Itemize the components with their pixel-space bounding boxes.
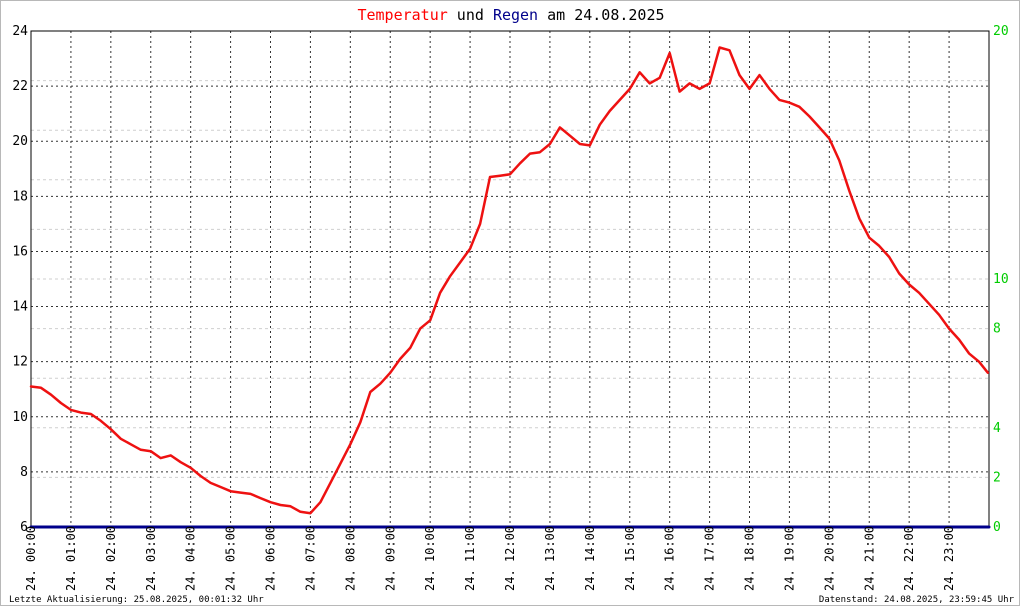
y-right-tick-label: 10: [993, 272, 1009, 287]
title-regen: Regen: [493, 6, 538, 24]
y-left-tick-label: 18: [12, 189, 28, 204]
title-date: am 24.08.2025: [538, 6, 664, 24]
y-left-tick-label: 24: [12, 24, 28, 39]
y-left-tick-label: 6: [20, 520, 28, 535]
x-tick-label: 24. 21:00: [862, 526, 876, 591]
y-right-tick-label: 20: [993, 24, 1009, 39]
series-line-temperature: [29, 46, 990, 515]
y-left-tick-label: 8: [20, 465, 28, 480]
title-temperature: Temperatur: [357, 6, 447, 24]
x-tick-label: 24. 14:00: [583, 526, 597, 591]
y-right-tick-label: 4: [993, 421, 1001, 436]
x-tick-label: 24. 08:00: [343, 526, 357, 591]
x-tick-label: 24. 12:00: [503, 526, 517, 591]
x-tick-label: 24. 13:00: [543, 526, 557, 591]
x-tick-label: 24. 05:00: [224, 526, 238, 591]
x-tick-label: 24. 15:00: [623, 526, 637, 591]
x-tick-label: 24. 11:00: [463, 526, 477, 591]
y-left-tick-label: 16: [12, 244, 28, 259]
y-left-tick-label: 20: [12, 134, 28, 149]
x-tick-label: 24. 10:00: [423, 526, 437, 591]
footer-last-update: Letzte Aktualisierung: 25.08.2025, 00:01…: [9, 595, 264, 605]
x-tick-label: 24. 03:00: [144, 526, 158, 591]
x-tick-label: 24. 20:00: [822, 526, 836, 591]
x-tick-label: 24. 16:00: [663, 526, 677, 591]
x-tick-label: 24. 02:00: [104, 526, 118, 591]
x-tick-label: 24. 01:00: [64, 526, 78, 591]
y-right-tick-label: 8: [993, 322, 1001, 337]
x-tick-label: 24. 18:00: [743, 526, 757, 591]
y-left-tick-label: 14: [12, 300, 28, 315]
x-tick-label: 24. 23:00: [942, 526, 956, 591]
y-left-tick-label: 22: [12, 79, 28, 94]
grid: [31, 30, 989, 528]
chart-title: Temperatur und Regen am 24.08.2025: [357, 6, 664, 24]
x-tick-label: 24. 19:00: [782, 526, 796, 591]
x-tick-label: 24. 04:00: [184, 526, 198, 591]
x-tick-label: 24. 22:00: [902, 526, 916, 591]
y-left-tick-label: 10: [12, 410, 28, 425]
y-right-tick-label: 0: [993, 520, 1001, 535]
x-tick-label: 24. 06:00: [264, 526, 278, 591]
series: [29, 46, 991, 529]
x-tick-label: 24. 17:00: [703, 526, 717, 591]
x-tick-label: 24. 00:00: [24, 526, 38, 591]
footer-data-status: Datenstand: 24.08.2025, 23:59:45 Uhr: [819, 595, 1015, 605]
y-right-tick-label: 2: [993, 470, 1001, 485]
y-left-tick-label: 12: [12, 355, 28, 370]
title-und: und: [448, 6, 493, 24]
x-tick-label: 24. 07:00: [303, 526, 317, 591]
x-tick-label: 24. 09:00: [383, 526, 397, 591]
